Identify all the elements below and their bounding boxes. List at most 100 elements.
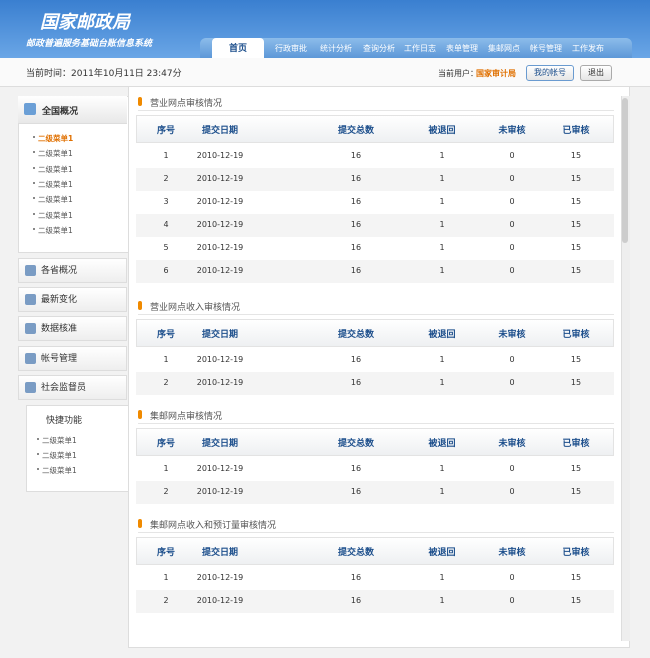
table-cell: 5 <box>163 243 169 252</box>
column-header: 序号 <box>156 548 175 558</box>
column-header: 提交日期 <box>201 126 238 136</box>
nav-tab[interactable]: 表单管理 <box>446 44 478 53</box>
column-header: 已审核 <box>562 126 590 136</box>
overview-title[interactable]: 全国概况 <box>42 107 79 117</box>
bullet <box>33 166 35 169</box>
bullet <box>37 438 39 440</box>
column-header: 未审核 <box>498 126 526 136</box>
table-cell: 1 <box>439 596 445 605</box>
table-cell: 0 <box>509 174 515 183</box>
table-cell: 16 <box>350 573 362 582</box>
table-cell: 6 <box>163 266 169 275</box>
table-cell: 2010-12-19 <box>196 596 244 605</box>
current-time: 当前时间：2011年10月11日 23:47分 <box>26 69 182 79</box>
table-cell: 2010-12-19 <box>196 378 244 387</box>
submenu-item[interactable]: 二级菜单1 <box>38 134 74 143</box>
table-cell: 15 <box>570 596 582 605</box>
nav-tab[interactable]: 帐号管理 <box>530 44 562 53</box>
table-cell: 2 <box>163 487 169 496</box>
section-marker <box>138 410 142 419</box>
table-cell: 0 <box>509 266 515 275</box>
column-header: 未审核 <box>498 548 526 558</box>
submenu-item[interactable]: 二级菜单1 <box>42 451 77 460</box>
table-cell: 15 <box>570 464 582 473</box>
submenu-item[interactable]: 二级菜单1 <box>38 149 73 159</box>
section-rule <box>138 532 614 533</box>
nav-tab[interactable]: 首页 <box>212 38 264 58</box>
column-header: 已审核 <box>562 330 590 340</box>
table-cell: 2010-12-19 <box>196 464 244 473</box>
table-cell: 15 <box>570 487 582 496</box>
menu-item[interactable]: 最新变化 <box>18 287 127 313</box>
section-rule <box>138 110 614 111</box>
table-row <box>136 260 614 283</box>
menu-icon <box>25 352 36 364</box>
nav-tab[interactable]: 查询分析 <box>363 44 395 53</box>
column-header: 提交总数 <box>337 548 374 558</box>
menu-item[interactable]: 帐号管理 <box>18 345 127 371</box>
nav-tab[interactable]: 工作发布 <box>572 44 604 53</box>
menu-icon <box>25 381 36 393</box>
table-cell: 16 <box>350 596 362 605</box>
column-header: 提交总数 <box>337 439 374 449</box>
table-cell: 2010-12-19 <box>196 174 244 183</box>
table-cell: 15 <box>570 197 582 206</box>
column-header: 提交日期 <box>201 330 238 340</box>
column-header: 提交日期 <box>201 439 238 449</box>
table-row <box>136 214 614 237</box>
table-cell: 15 <box>570 266 582 275</box>
menu-item[interactable]: 社会监督员 <box>18 374 127 400</box>
submenu-item[interactable]: 二级菜单1 <box>38 164 73 174</box>
bullet <box>37 453 39 455</box>
table-cell: 1 <box>439 220 445 229</box>
table-cell: 16 <box>350 355 362 364</box>
menu-icon <box>25 265 36 276</box>
table-cell: 15 <box>570 573 582 582</box>
submenu-item[interactable]: 二级菜单1 <box>38 195 73 205</box>
table-cell: 0 <box>509 596 515 605</box>
nav-tab[interactable]: 行政审批 <box>275 44 307 53</box>
table-cell: 0 <box>509 355 515 364</box>
table-cell: 2010-12-19 <box>196 355 244 364</box>
table-cell: 1 <box>163 355 169 364</box>
submenu-item[interactable]: 二级菜单1 <box>42 466 77 475</box>
account-button[interactable]: 我的帐号 <box>526 65 574 81</box>
table-cell: 1 <box>439 573 445 582</box>
table-cell: 16 <box>350 464 362 473</box>
column-header: 未审核 <box>498 439 526 449</box>
table-cell: 16 <box>350 174 362 183</box>
table-cell: 4 <box>163 220 169 229</box>
table-header <box>136 319 614 347</box>
nav-tab[interactable]: 工作日志 <box>404 44 436 53</box>
table-row <box>136 481 614 504</box>
column-header: 未审核 <box>498 330 526 340</box>
section-title: 集邮网点收入和预订量审核情况 <box>150 521 277 531</box>
scrollbar[interactable] <box>621 96 630 641</box>
table-cell: 15 <box>570 243 582 252</box>
section-rule <box>138 314 614 315</box>
table-cell: 16 <box>350 378 362 387</box>
logout-button[interactable]: 退出 <box>580 65 612 81</box>
submenu-item[interactable]: 二级菜单1 <box>38 179 73 189</box>
table-cell: 1 <box>439 243 445 252</box>
submenu-item[interactable]: 二级菜单1 <box>38 225 73 235</box>
submenu-item[interactable]: 二级菜单1 <box>38 210 73 220</box>
column-header: 提交日期 <box>201 548 238 558</box>
menu-item[interactable]: 数据核准 <box>18 316 127 342</box>
table-cell: 2010-12-19 <box>196 197 244 206</box>
submenu-item[interactable]: 二级菜单1 <box>42 436 77 445</box>
table-cell: 0 <box>509 220 515 229</box>
column-header: 序号 <box>156 330 175 340</box>
section-title: 集邮网点审核情况 <box>150 412 223 422</box>
bullet <box>33 181 35 184</box>
table-cell: 0 <box>509 464 515 473</box>
table-cell: 15 <box>570 220 582 229</box>
table-cell: 2010-12-19 <box>196 220 244 229</box>
subtitle: 邮政普遍服务基础台账信息系统 <box>26 39 153 49</box>
nav-tab[interactable]: 集邮网点 <box>488 44 520 53</box>
table-cell: 16 <box>350 266 362 275</box>
menu-item[interactable]: 各省概况 <box>18 258 127 283</box>
scroll-thumb[interactable] <box>622 98 628 243</box>
section-title: 营业网点收入审核情况 <box>150 303 241 313</box>
nav-tab[interactable]: 统计分析 <box>320 44 352 53</box>
